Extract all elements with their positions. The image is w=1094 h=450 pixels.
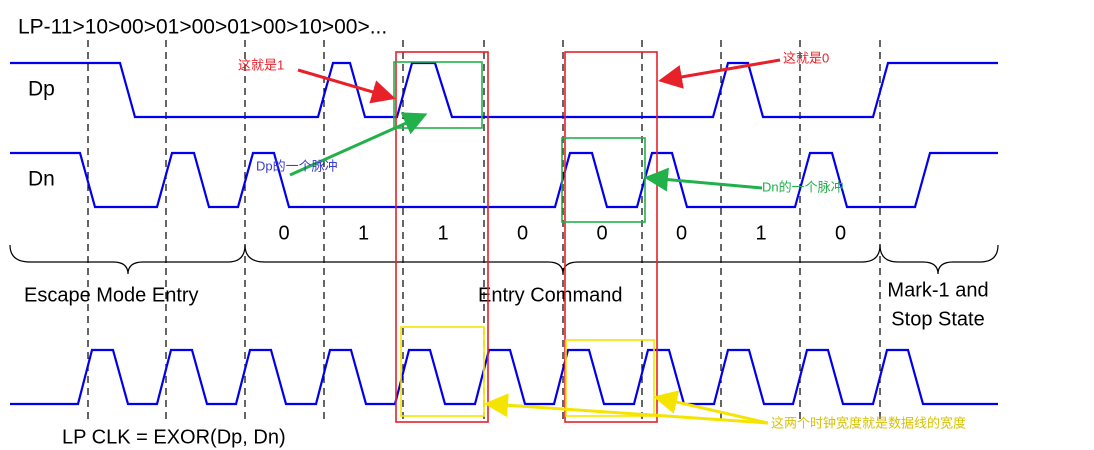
annotation: 这就是0: [783, 50, 829, 65]
arrow: [644, 167, 763, 192]
annotation: 这就是1: [238, 57, 284, 72]
arrow: [297, 68, 396, 104]
section-label: Stop State: [891, 308, 984, 330]
brace: [9, 244, 246, 275]
bit-label: 0: [835, 222, 846, 244]
bit-label: 1: [437, 222, 448, 244]
arrow: [658, 58, 781, 89]
annotation: Dp的一个脉冲: [256, 158, 338, 173]
clock-wave: [10, 348, 998, 406]
clock-label: LP CLK = EXOR(Dp, Dn): [62, 426, 286, 448]
arrow: [653, 390, 769, 425]
bit-label: 0: [596, 222, 607, 244]
dn-wave: [10, 151, 998, 209]
bits: 0 1 1 0 0 0 1 0: [278, 222, 846, 244]
arrow: [484, 393, 769, 425]
highlight-box: [400, 326, 485, 417]
dashed-dividers: [87, 40, 881, 420]
bit-label: 0: [517, 222, 528, 244]
highlight-box: [561, 137, 646, 223]
bit-label: 0: [676, 222, 687, 244]
title: LP-11>10>00>01>00>01>00>10>00>...: [18, 16, 387, 39]
section-label: Escape Mode Entry: [24, 284, 199, 306]
highlight-box: [395, 51, 489, 423]
brace: [244, 244, 881, 275]
highlight-box: [564, 51, 658, 423]
brace: [879, 244, 999, 275]
section-label: Entry Command: [478, 284, 623, 306]
dp-label: Dp: [28, 78, 55, 101]
bit-label: 0: [278, 222, 289, 244]
highlight-box: [565, 339, 655, 417]
dp-wave: [10, 61, 998, 119]
section-label: Mark-1 and: [887, 279, 988, 301]
dn-label: Dn: [28, 168, 55, 191]
bit-label: 1: [358, 222, 369, 244]
arrow: [289, 112, 428, 177]
annotation: Dn的一个脉冲: [762, 179, 844, 194]
annotation: 这两个时钟宽度就是数据线的宽度: [771, 415, 966, 430]
bit-label: 1: [755, 222, 766, 244]
